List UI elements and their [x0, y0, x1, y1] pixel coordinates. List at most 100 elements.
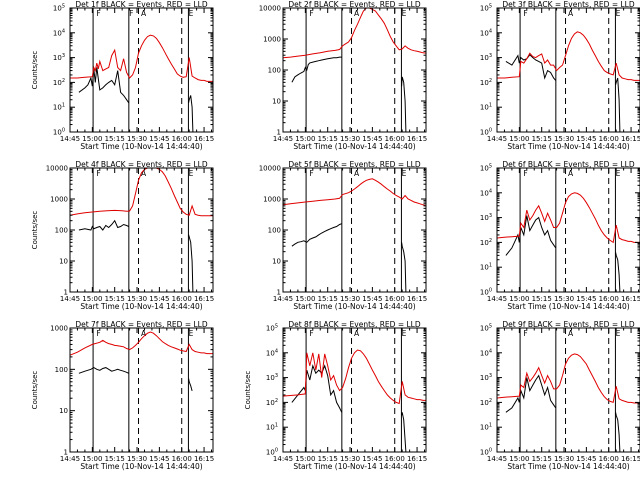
y-tick-label: 1 — [277, 129, 281, 137]
x-tick-label: 15:30 — [340, 295, 360, 303]
events-series — [505, 215, 621, 293]
x-tick-label: 14:45 — [273, 455, 293, 463]
y-axis-label: Counts/sec — [31, 371, 39, 410]
events-series — [291, 223, 407, 293]
x-axis-label: Start Time (10-Nov-14 14:44:40) — [80, 302, 202, 311]
marker-label: A — [141, 9, 147, 18]
y-tick-label: 10 — [59, 258, 68, 266]
marker-label: F — [96, 9, 100, 18]
y-tick-label: 100 — [266, 448, 278, 457]
marker-label: E — [616, 329, 621, 338]
x-tick-label: 15:00 — [295, 135, 315, 143]
x-tick-label: 15:45 — [362, 295, 382, 303]
marker-label: A — [568, 9, 574, 18]
y-tick-label: 103 — [480, 53, 492, 62]
y-tick-label: 105 — [266, 324, 278, 333]
y-tick-label: 1 — [64, 289, 68, 297]
x-tick-label: 14:45 — [273, 295, 293, 303]
x-tick-label: 15:45 — [362, 455, 382, 463]
x-tick-label: 15:15 — [318, 295, 338, 303]
x-tick-label: 16:00 — [385, 455, 405, 463]
marker-label: F — [523, 329, 527, 338]
x-tick-label: 15:45 — [149, 135, 169, 143]
x-axis-label: Start Time (10-Nov-14 14:44:40) — [507, 462, 629, 471]
x-tick-label: 15:30 — [554, 455, 574, 463]
marker-label: E — [189, 329, 194, 338]
y-tick-label: 100 — [268, 67, 281, 75]
lld-series — [69, 167, 213, 217]
marker-label: F — [129, 9, 133, 18]
y-tick-label: 103 — [53, 53, 65, 62]
x-tick-label: 16:00 — [172, 295, 192, 303]
marker-label: E — [616, 169, 621, 178]
x-tick-label: 15:15 — [105, 135, 125, 143]
lld-series — [70, 34, 213, 82]
panel-title: Det 3f BLACK = Events, RED = LLD — [502, 0, 635, 9]
y-tick-label: 105 — [53, 4, 65, 13]
x-tick-label: 16:15 — [621, 135, 640, 143]
x-axis-label: Start Time (10-Nov-14 14:44:40) — [80, 462, 202, 471]
y-tick-label: 10000 — [46, 165, 68, 173]
lld-series — [496, 192, 640, 244]
x-tick-label: 15:00 — [82, 135, 102, 143]
y-tick-label: 103 — [266, 373, 278, 382]
x-tick-label: 15:00 — [295, 295, 315, 303]
x-tick-label: 15:45 — [576, 295, 596, 303]
x-tick-label: 15:15 — [532, 295, 552, 303]
y-tick-label: 10 — [272, 258, 281, 266]
panel-title: Det 8f BLACK = Events, RED = LLD — [288, 320, 421, 329]
y-tick-label: 1000 — [50, 325, 68, 333]
x-tick-label: 15:30 — [340, 455, 360, 463]
x-tick-label: 16:00 — [172, 135, 192, 143]
x-tick-label: 16:15 — [621, 295, 640, 303]
events-series — [78, 67, 194, 133]
y-tick-label: 101 — [480, 263, 492, 272]
marker-label: F — [523, 9, 527, 18]
y-tick-label: 100 — [480, 288, 492, 297]
events-series — [505, 54, 621, 133]
x-tick-label: 16:15 — [194, 455, 214, 463]
y-tick-label: 104 — [480, 188, 492, 197]
x-tick-label: 15:45 — [149, 295, 169, 303]
x-tick-label: 15:00 — [82, 295, 102, 303]
marker-label: F — [523, 169, 527, 178]
y-tick-label: 104 — [480, 28, 492, 37]
y-tick-label: 102 — [480, 78, 492, 87]
lld-series — [282, 7, 427, 59]
x-tick-label: 14:45 — [487, 455, 507, 463]
x-tick-label: 15:30 — [127, 455, 147, 463]
lld-series — [282, 178, 427, 207]
x-tick-label: 16:00 — [172, 455, 192, 463]
plot-frame — [282, 327, 427, 453]
plot-frame — [496, 327, 640, 453]
y-tick-label: 100 — [480, 128, 492, 137]
panel-title: Det 9f BLACK = Events, RED = LLD — [502, 320, 635, 329]
x-tick-label: 15:00 — [509, 455, 529, 463]
x-tick-label: 16:15 — [407, 455, 427, 463]
panel-title: Det 2f BLACK = Events, RED = LLD — [288, 0, 421, 9]
y-tick-label: 10000 — [259, 5, 281, 13]
x-tick-label: 15:45 — [576, 135, 596, 143]
lld-series — [69, 331, 213, 356]
x-tick-label: 14:45 — [487, 295, 507, 303]
events-series — [78, 219, 194, 293]
events-series — [505, 374, 621, 453]
x-tick-label: 16:15 — [407, 295, 427, 303]
y-tick-label: 100 — [268, 227, 281, 235]
y-tick-label: 101 — [480, 423, 492, 432]
marker-label: E — [616, 9, 621, 18]
panel-title: Det 6f BLACK = Events, RED = LLD — [502, 160, 635, 169]
x-tick-label: 15:45 — [149, 455, 169, 463]
plot-frame — [69, 167, 214, 293]
marker-label: E — [402, 329, 407, 338]
x-tick-label: 14:45 — [60, 295, 80, 303]
events-series — [291, 56, 407, 133]
marker-label: F — [96, 169, 100, 178]
x-axis-label: Start Time (10-Nov-14 14:44:40) — [80, 142, 202, 151]
y-tick-label: 10 — [272, 98, 281, 106]
